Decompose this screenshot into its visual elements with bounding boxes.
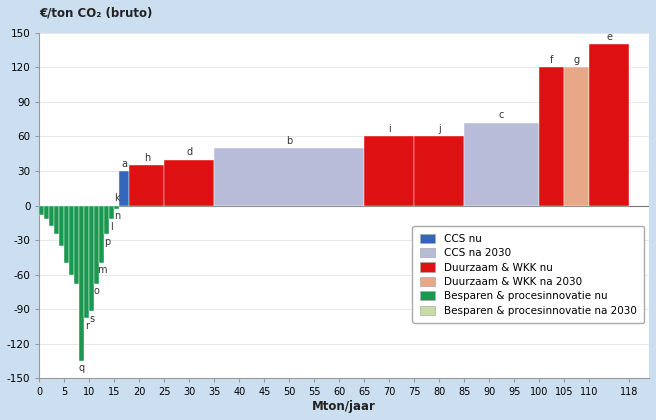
Bar	[414, 136, 464, 205]
Text: b: b	[286, 136, 293, 146]
Text: s: s	[89, 314, 94, 324]
Bar	[85, 205, 89, 318]
Text: l: l	[111, 222, 113, 232]
X-axis label: Mton/jaar: Mton/jaar	[312, 400, 376, 413]
Bar	[60, 205, 64, 246]
Text: k: k	[114, 193, 120, 203]
Text: i: i	[388, 124, 390, 134]
Bar	[74, 205, 79, 284]
Text: j: j	[438, 124, 441, 134]
Bar	[215, 148, 364, 205]
Text: f: f	[550, 55, 553, 65]
Bar	[45, 205, 49, 219]
Bar	[564, 68, 589, 205]
Bar	[70, 205, 74, 275]
Legend: CCS nu, CCS na 2030, Duurzaam & WKK nu, Duurzaam & WKK na 2030, Besparen & proce: CCS nu, CCS na 2030, Duurzaam & WKK nu, …	[413, 226, 644, 323]
Bar	[464, 123, 539, 205]
Bar	[79, 205, 85, 361]
Bar	[94, 205, 100, 284]
Bar	[114, 205, 119, 209]
Bar	[89, 205, 94, 312]
Text: e: e	[606, 32, 612, 42]
Text: c: c	[499, 110, 504, 121]
Text: m: m	[97, 265, 107, 276]
Text: d: d	[186, 147, 192, 157]
Bar	[129, 165, 165, 205]
Text: p: p	[104, 236, 110, 247]
Text: €/ton CO₂ (bruto): €/ton CO₂ (bruto)	[39, 6, 153, 19]
Text: q: q	[79, 363, 85, 373]
Text: o: o	[94, 286, 100, 296]
Text: g: g	[573, 55, 580, 65]
Text: r: r	[85, 321, 89, 331]
Bar	[589, 45, 629, 205]
Text: h: h	[144, 153, 150, 163]
Bar	[39, 205, 45, 215]
Bar	[539, 68, 564, 205]
Text: a: a	[121, 159, 127, 169]
Bar	[64, 205, 70, 263]
Bar	[104, 205, 110, 234]
Bar	[110, 205, 114, 219]
Bar	[54, 205, 60, 234]
Bar	[364, 136, 414, 205]
Bar	[49, 205, 54, 226]
Bar	[165, 160, 215, 205]
Text: n: n	[113, 211, 120, 221]
Bar	[119, 171, 129, 205]
Bar	[100, 205, 104, 263]
